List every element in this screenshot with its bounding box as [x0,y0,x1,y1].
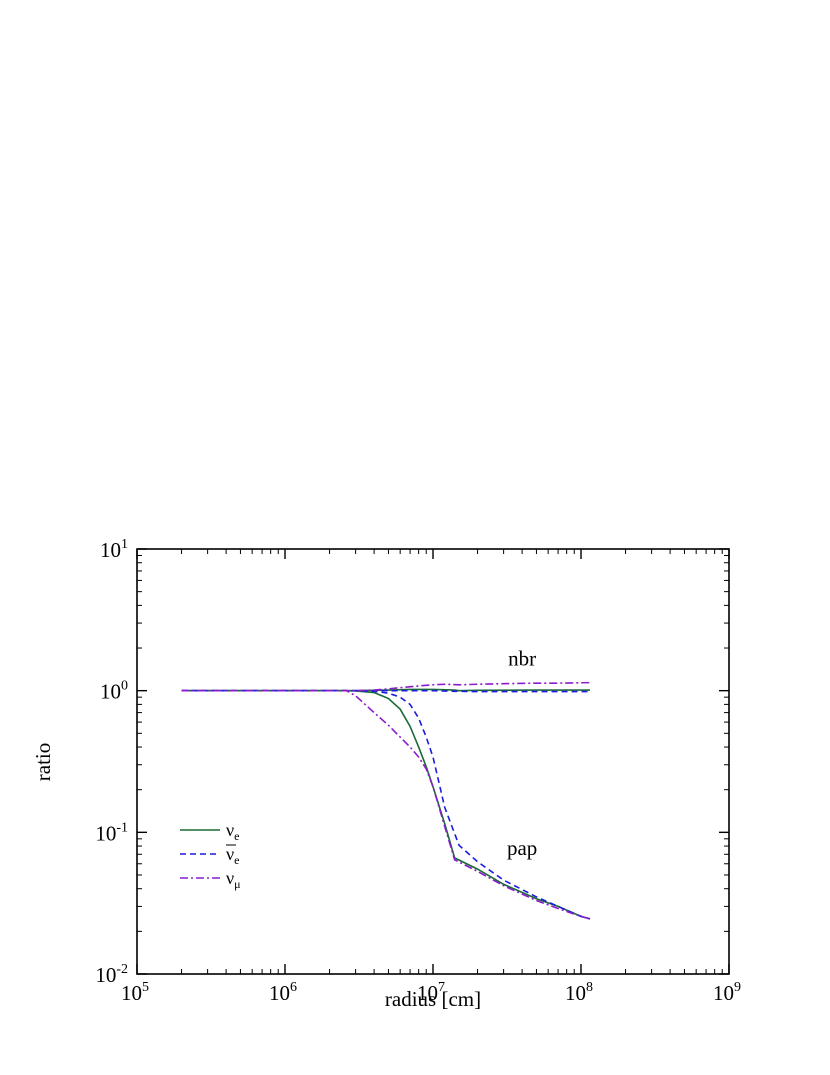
series-line-nue [181,689,591,920]
legend-label-nue-bar: νe [226,844,239,867]
x-tick-label: 109 [713,980,741,1005]
x-tick-label: 106 [269,980,297,1005]
annotation-pap: pap [507,836,537,860]
legend-label-nue: νe [226,820,239,843]
series-line-numu [181,689,591,920]
y-tick-label: 10-1 [95,820,128,845]
y-axis-label: ratio [31,743,55,781]
y-tick-label: 10-2 [95,962,128,987]
tick-labels: 105 106 107 108 109 10-2 10-1 100 101 [95,537,741,1005]
series-line-nue-bar [181,689,591,920]
series-line-numu-nbr [181,681,590,692]
y-tick-label: 101 [100,537,128,562]
legend-label-numu: νμ [226,868,241,891]
y-tick-label: 100 [100,679,128,704]
x-tick-label: 107 [417,980,445,1005]
annotations: nbr pap [507,647,537,860]
x-tick-label: 105 [121,980,149,1005]
minor-ticks [137,549,729,974]
annotation-nbr: nbr [508,647,536,671]
x-tick-label: 108 [565,980,593,1005]
x-axis-label: radius [cm] [385,987,481,1011]
series-line-nue-bar-nbr [181,689,590,693]
major-ticks [136,548,730,975]
series-lines [181,681,591,920]
plot-frame [136,548,730,975]
